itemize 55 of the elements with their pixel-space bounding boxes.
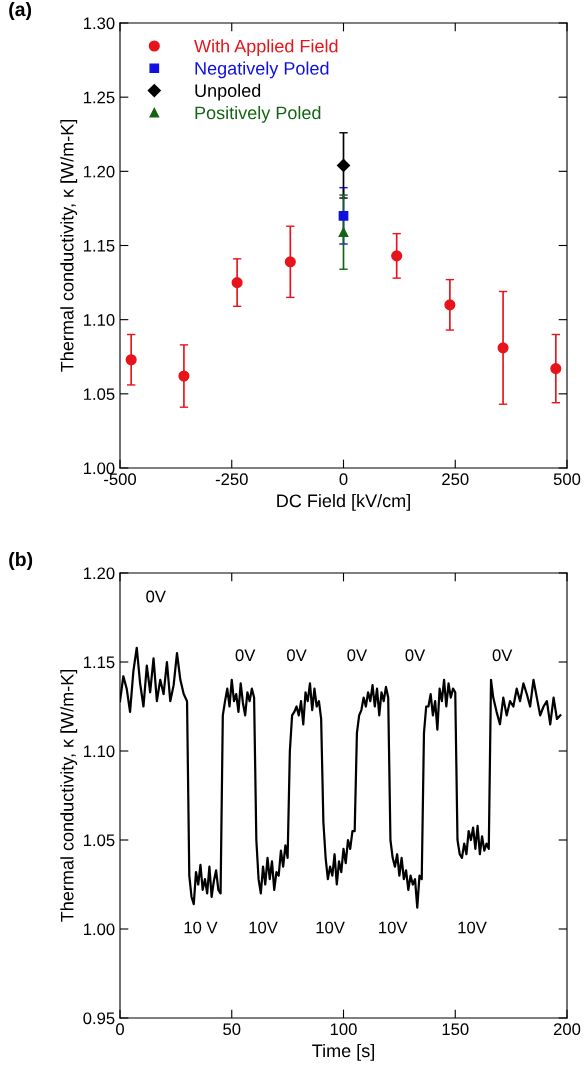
legend-label: Negatively Poled xyxy=(195,61,329,79)
x-tick-label: 500 xyxy=(553,473,581,486)
annotation: 0V xyxy=(146,590,166,603)
y-tick-label: 1.15 xyxy=(83,656,115,669)
annotation: 10V xyxy=(316,921,345,934)
x-axis-title: DC Field [kV/cm] xyxy=(277,493,410,511)
annotation: 0V xyxy=(492,649,513,662)
annotation: 10V xyxy=(379,921,408,934)
y-tick-label: 0.95 xyxy=(83,1012,115,1025)
x-tick-label: 50 xyxy=(223,1023,241,1036)
point xyxy=(284,256,296,268)
annotation: 0V xyxy=(287,649,307,662)
y-tick-label: 1.00 xyxy=(83,462,115,475)
x-tick-label: 100 xyxy=(330,1023,357,1036)
annotation: 10 V xyxy=(184,921,218,934)
y-axis-title: Thermal conductivity, κ [W/m-K] xyxy=(60,120,78,372)
x-axis-title: Time [s] xyxy=(312,1043,374,1061)
y-tick-label: 1.15 xyxy=(83,240,115,252)
point xyxy=(338,210,349,221)
legend-label: Unpoled xyxy=(195,83,261,101)
y-tick-label: 1.10 xyxy=(83,314,115,326)
point xyxy=(444,299,456,311)
y-tick-label: 1.20 xyxy=(83,165,115,178)
point xyxy=(338,227,349,238)
legend-label: With Applied Field xyxy=(194,39,338,57)
point xyxy=(550,363,562,375)
annotation: 10V xyxy=(458,921,487,934)
x-tick-label: -250 xyxy=(215,473,248,486)
point xyxy=(336,158,351,172)
annotation: 10V xyxy=(249,921,278,934)
y-tick-label: 1.00 xyxy=(83,923,115,936)
x-tick-label: -500 xyxy=(104,473,137,486)
x-tick-label: 250 xyxy=(442,473,469,486)
x-tick-label: 200 xyxy=(553,1023,581,1036)
y-tick-label: 1.20 xyxy=(83,567,115,580)
y-tick-label: 1.25 xyxy=(83,91,115,104)
x-tick-label: 0 xyxy=(339,473,348,486)
point xyxy=(497,342,509,354)
point xyxy=(391,250,403,262)
point xyxy=(178,370,190,382)
chart-title: (a) xyxy=(9,1,32,21)
chart-title: (b) xyxy=(9,551,33,571)
y-tick-label: 1.10 xyxy=(83,745,115,758)
y-axis-title: Thermal conductivity, κ [W/m-K] xyxy=(60,670,78,922)
y-tick-label: 1.05 xyxy=(83,388,115,401)
x-tick-label: 0 xyxy=(116,1023,124,1036)
x-tick-label: 150 xyxy=(442,1023,469,1036)
point xyxy=(231,277,243,289)
annotation: 0V xyxy=(347,649,368,662)
annotation: 0V xyxy=(405,649,426,662)
y-tick-label: 1.05 xyxy=(83,834,115,847)
legend-label: Positively Poled xyxy=(195,105,321,123)
annotation: 0V xyxy=(235,649,256,662)
y-tick-label: 1.30 xyxy=(83,17,115,30)
point xyxy=(125,354,137,366)
